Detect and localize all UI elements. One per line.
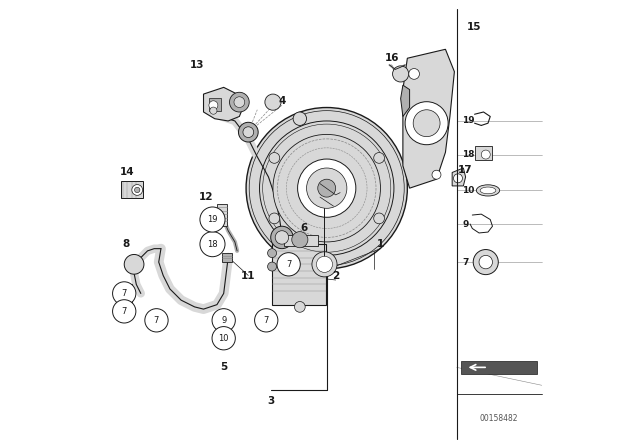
Text: 00158482: 00158482: [480, 414, 518, 423]
Circle shape: [293, 112, 307, 125]
Circle shape: [269, 152, 280, 163]
Text: 9: 9: [462, 220, 468, 228]
Circle shape: [212, 309, 236, 332]
Circle shape: [200, 232, 225, 257]
Circle shape: [307, 168, 347, 208]
Circle shape: [243, 127, 253, 138]
Circle shape: [268, 262, 276, 271]
Circle shape: [260, 121, 394, 255]
Circle shape: [479, 255, 493, 269]
Circle shape: [124, 254, 144, 274]
Text: 7: 7: [122, 289, 127, 298]
Text: 12: 12: [198, 192, 213, 202]
Bar: [272, 244, 326, 305]
Text: 2: 2: [332, 271, 339, 280]
Circle shape: [209, 101, 218, 110]
Bar: [217, 204, 227, 226]
Circle shape: [481, 150, 490, 159]
Circle shape: [409, 69, 419, 79]
Circle shape: [113, 300, 136, 323]
Text: 18: 18: [207, 240, 218, 249]
Text: 14: 14: [120, 168, 134, 177]
Text: 1: 1: [377, 239, 384, 249]
Bar: [222, 253, 232, 262]
Circle shape: [413, 110, 440, 137]
Polygon shape: [204, 87, 244, 121]
Text: 11: 11: [241, 271, 255, 280]
Circle shape: [312, 252, 337, 277]
Polygon shape: [401, 85, 410, 116]
Bar: [284, 235, 317, 246]
Text: 19: 19: [207, 215, 218, 224]
Circle shape: [454, 174, 463, 183]
Text: 13: 13: [189, 60, 204, 70]
Text: 7: 7: [264, 316, 269, 325]
Circle shape: [234, 97, 244, 108]
Circle shape: [273, 134, 380, 242]
Circle shape: [134, 187, 140, 193]
Text: 5: 5: [220, 362, 227, 372]
Circle shape: [271, 226, 293, 249]
Circle shape: [255, 309, 278, 332]
Ellipse shape: [476, 185, 500, 196]
Circle shape: [392, 66, 409, 82]
Bar: [475, 146, 492, 160]
Ellipse shape: [480, 187, 496, 194]
Circle shape: [230, 92, 249, 112]
Circle shape: [277, 253, 300, 276]
Text: 16: 16: [385, 53, 399, 63]
Circle shape: [432, 170, 441, 179]
Circle shape: [246, 108, 407, 269]
Circle shape: [265, 94, 281, 110]
Text: 7: 7: [462, 258, 468, 267]
Text: 10: 10: [462, 186, 474, 195]
Circle shape: [269, 213, 280, 224]
Circle shape: [145, 309, 168, 332]
Text: 6: 6: [301, 224, 308, 233]
Text: 15: 15: [467, 22, 482, 32]
Circle shape: [292, 232, 308, 248]
Circle shape: [132, 185, 143, 195]
Bar: [125, 284, 132, 303]
Text: 3: 3: [267, 396, 275, 406]
Text: 8: 8: [123, 239, 130, 249]
Circle shape: [473, 250, 499, 275]
Text: 19: 19: [462, 116, 475, 125]
Circle shape: [317, 179, 335, 197]
Circle shape: [316, 256, 333, 272]
Bar: [120, 181, 143, 198]
Bar: [209, 98, 221, 111]
Polygon shape: [403, 49, 454, 188]
Circle shape: [374, 213, 385, 224]
Text: 7: 7: [154, 316, 159, 325]
Text: 10: 10: [218, 334, 229, 343]
Circle shape: [239, 122, 258, 142]
Text: 4: 4: [278, 96, 285, 106]
Text: 7: 7: [122, 307, 127, 316]
Circle shape: [268, 249, 276, 258]
Circle shape: [212, 327, 236, 350]
Text: 7: 7: [286, 260, 291, 269]
Circle shape: [294, 302, 305, 312]
Circle shape: [298, 159, 356, 217]
Text: 17: 17: [458, 165, 473, 175]
Circle shape: [374, 152, 385, 163]
Circle shape: [113, 282, 136, 305]
Polygon shape: [452, 168, 465, 186]
Circle shape: [275, 231, 289, 244]
Polygon shape: [461, 361, 538, 374]
Circle shape: [405, 102, 448, 145]
Circle shape: [210, 107, 217, 114]
Circle shape: [200, 207, 225, 232]
Text: 18: 18: [462, 150, 474, 159]
Text: 9: 9: [221, 316, 227, 325]
